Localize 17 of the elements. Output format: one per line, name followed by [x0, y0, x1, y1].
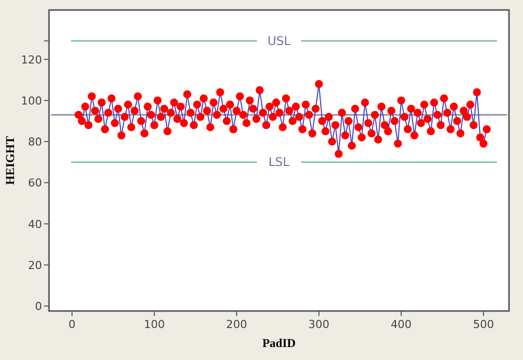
- y-tick-label: 20: [28, 258, 42, 272]
- x-tick-label: 100: [144, 318, 165, 331]
- ref-line-label: USL: [267, 34, 291, 48]
- x-tick-label: 400: [390, 318, 412, 331]
- y-tick-label: 100: [21, 94, 42, 108]
- x-tick-label: 300: [308, 318, 330, 331]
- x-tick-label: 500: [472, 318, 494, 331]
- y-axis-title: HEIGHT: [3, 136, 17, 185]
- y-tick-label: 60: [28, 176, 42, 190]
- y-tick-label: 40: [28, 218, 42, 231]
- x-tick-label: 200: [226, 318, 248, 331]
- ref-line-label: LSL: [268, 155, 290, 170]
- x-axis-title: PadID: [262, 336, 296, 350]
- y-tick-label: 0: [35, 300, 42, 314]
- y-tick-label: 120: [21, 53, 42, 66]
- x-tick-label: 0: [68, 318, 76, 331]
- y-tick-label: 80: [28, 136, 42, 149]
